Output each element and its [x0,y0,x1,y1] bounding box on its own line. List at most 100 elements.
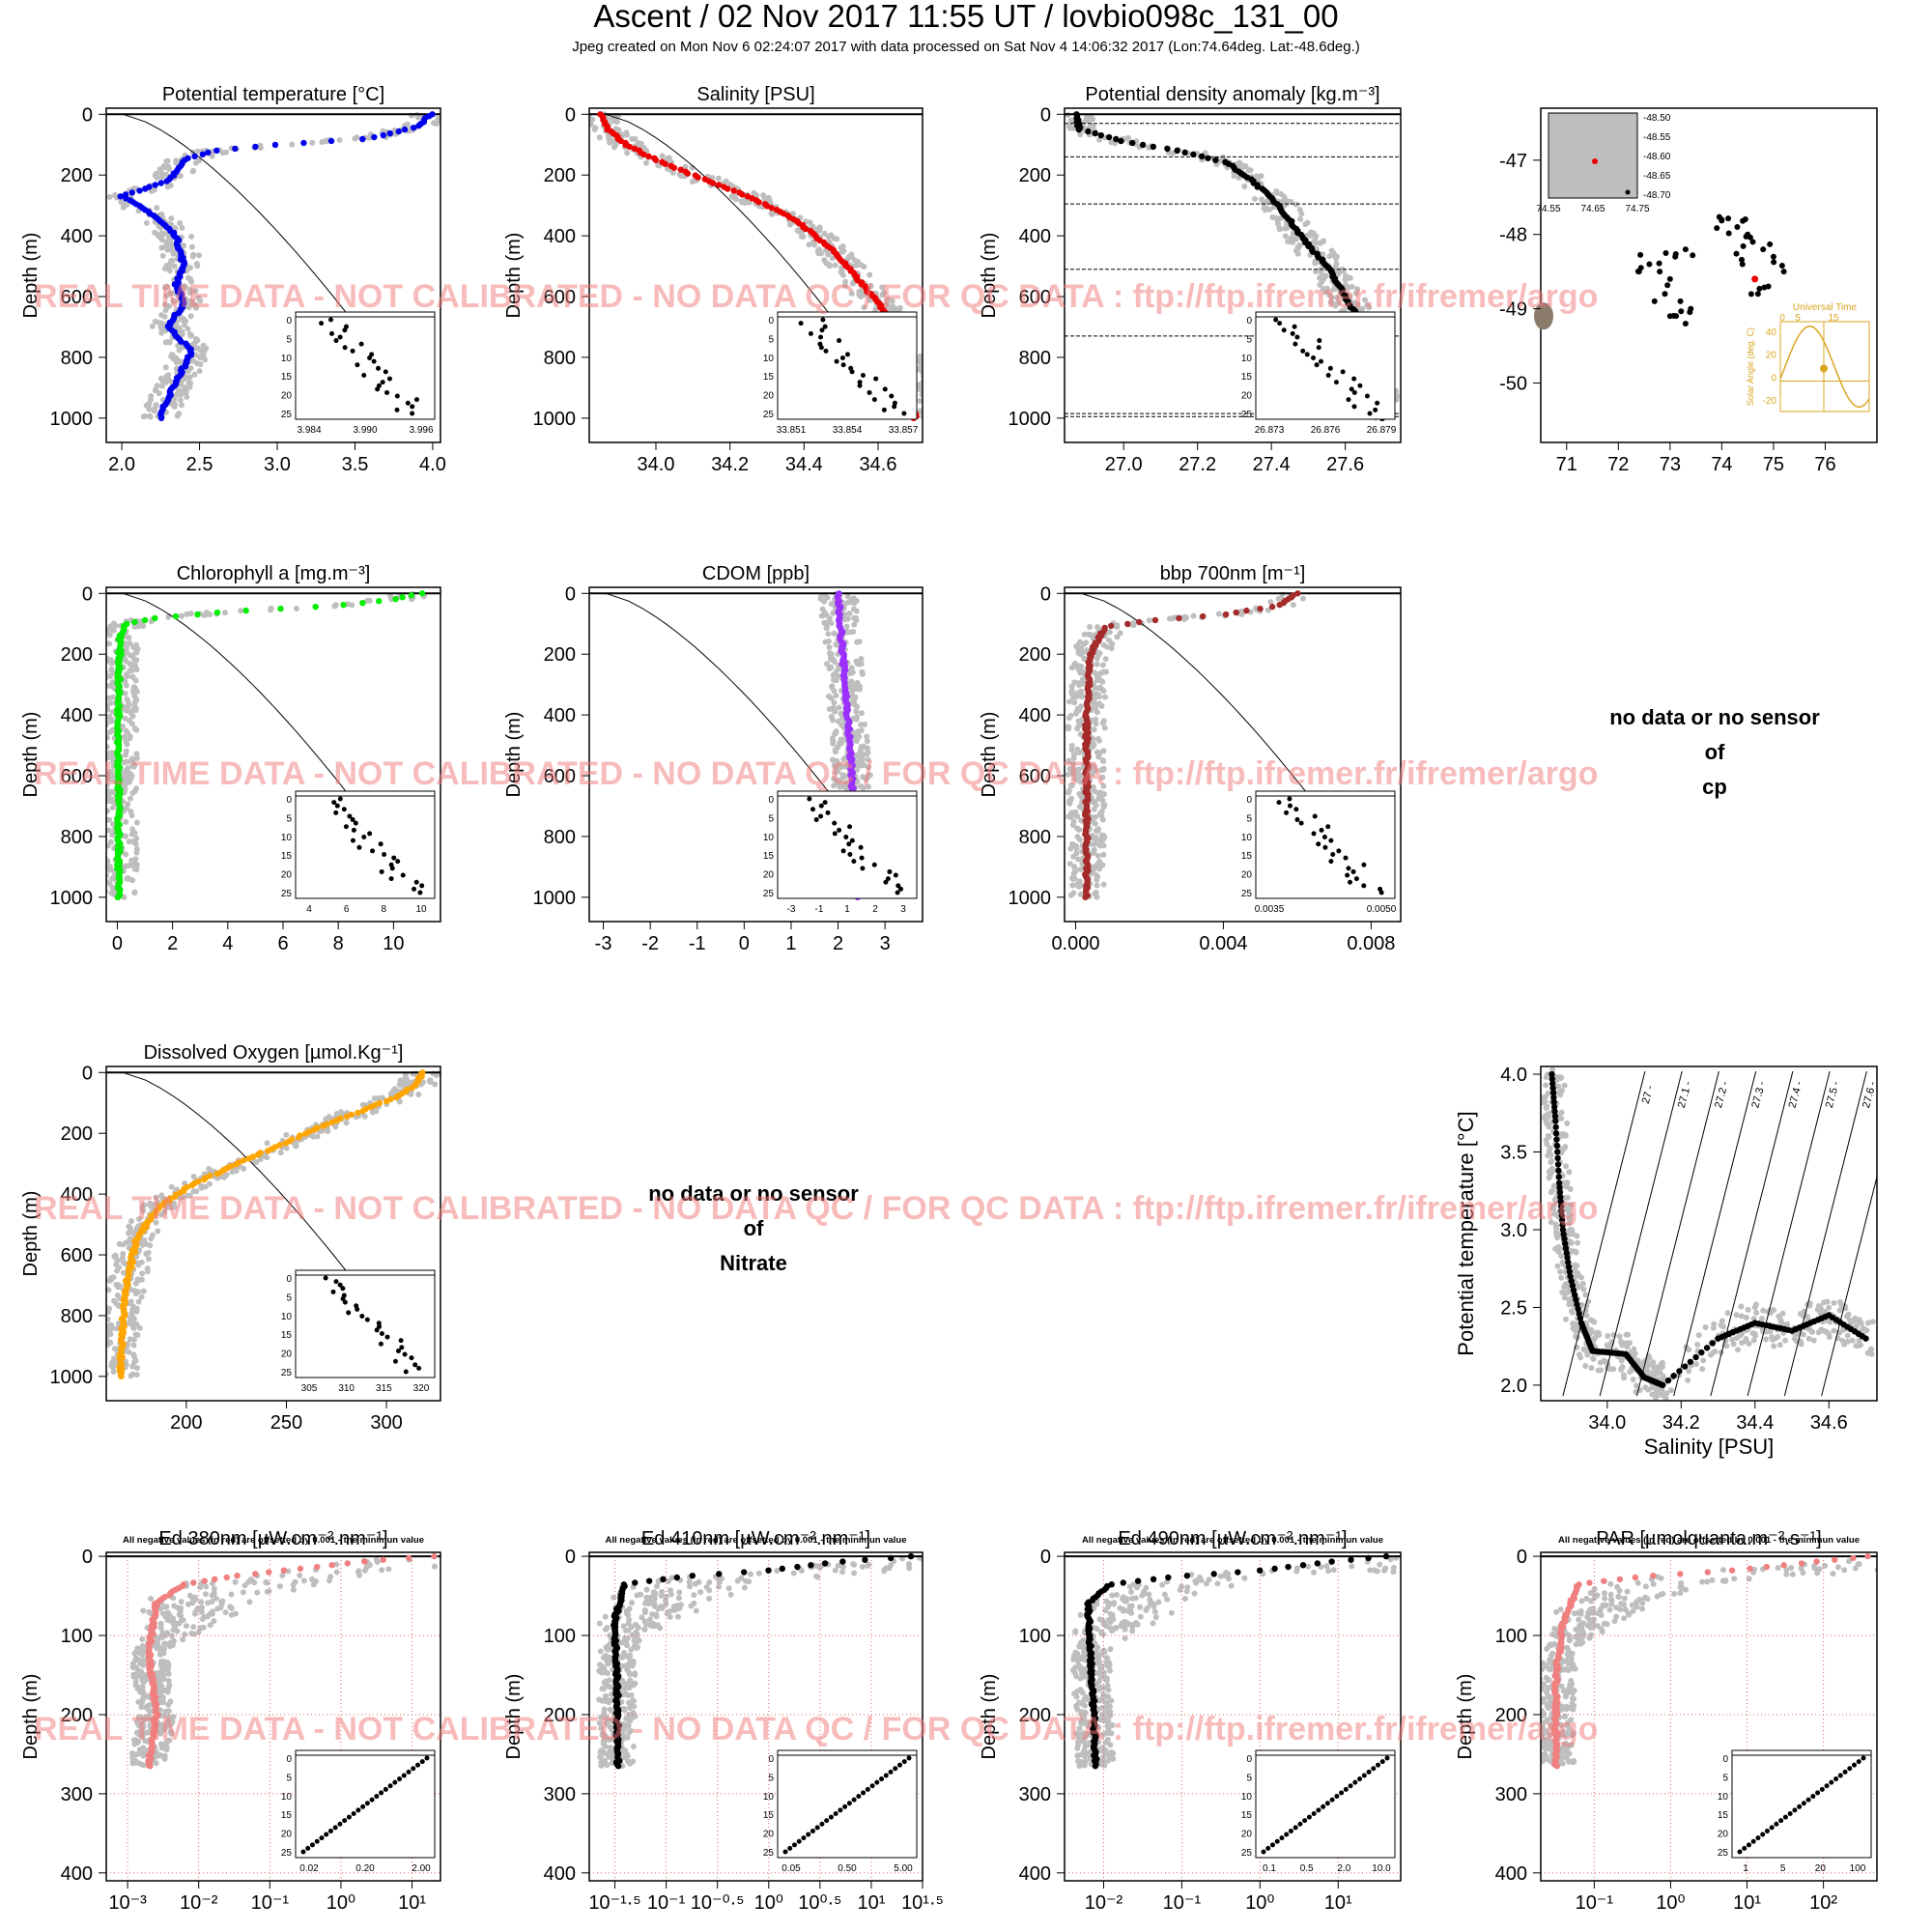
sal-inset-point [819,327,825,333]
oxy-background-point [130,1316,137,1322]
chla-background-point [133,667,140,673]
sal-profile-point [684,170,692,177]
chla-inset-point [395,859,401,865]
temp-profile-point [205,149,212,156]
ts-background-point [1738,1303,1745,1310]
cdom-inset-y-label: 20 [763,870,775,881]
map-zoom-x-label: 74.75 [1625,204,1649,214]
oxy-background-point [129,1306,136,1313]
bbp-inset-x-label: 0.0035 [1255,904,1285,915]
ts-background-point [1837,1298,1844,1305]
bbp-inset-point [1319,827,1324,833]
oxy-background-point [126,1230,132,1236]
chla-background-point [99,825,104,831]
temp-inset-point [358,341,364,347]
temp-background-point [167,237,174,243]
temp-inset-x-label: 3.990 [353,425,377,436]
bbp-background-point [1068,782,1075,789]
temp-inset-frame [295,311,436,420]
cdom-inset-point [847,824,853,830]
bbp-y-tick-label: 0 [1040,583,1051,605]
sal-background-point [596,134,603,141]
dens-background-point [1067,123,1074,129]
sal-profile-point [645,153,652,160]
sal-inset-x-label: 33.851 [777,425,807,436]
chla-background-point [100,769,106,775]
map-track-point [1740,242,1747,249]
cdom-background-point [830,610,837,616]
chla-x-tick-label: 8 [333,933,344,954]
sal-y-tick-label: 1000 [533,409,577,430]
bbp-inset-point [1287,803,1293,809]
chla-background-point [106,744,110,751]
oxy-background-point [113,1262,120,1268]
cdom-background-point [854,679,861,686]
dens-background-point [1282,233,1289,240]
bbp-background-point [1069,882,1076,889]
temp-inset-y-label: 5 [286,334,292,345]
chla-background-point [178,612,185,619]
bbp-profile-point [1082,894,1089,901]
bbp-background-point [1092,820,1098,827]
temp-inset-point [337,334,343,340]
temp-y-tick-label: 600 [61,287,93,308]
bbp-inset-point [1345,872,1350,878]
sal-x-tick-label: 34.4 [785,454,823,475]
bbp-profile-point [1199,612,1207,620]
chla-background-point [99,719,104,724]
cdom-inset-point [846,841,852,847]
dens-background-point [1349,283,1355,290]
cdom-background-point [845,611,852,617]
chla-y-tick-label: 600 [61,766,93,787]
cdom-inset-point [883,879,889,885]
sal-background-point [832,262,838,269]
chla-background-point [128,795,134,802]
dens-profile-point [1254,184,1261,190]
oxy-title: Dissolved Oxygen [µmol.Kg⁻¹] [144,1042,404,1064]
sal-y-tick-label: 600 [544,287,576,308]
chla-background-point [98,807,103,812]
chla-background-point [125,801,131,808]
chla-x-tick-label: 10 [383,933,404,954]
bbp-background-point [1094,873,1101,880]
oxy-background-point [361,1113,368,1120]
chla-inset-frame [295,790,436,899]
dens-background-point [1339,266,1346,272]
bbp-y-tick-label: 800 [1019,827,1051,848]
bbp-background-point [1098,702,1105,709]
temp-background-point [153,386,159,393]
dens-background-point [1236,162,1242,169]
sal-inset-point [901,411,907,416]
sal-inset-point [860,372,866,378]
sal-background-point [611,118,617,125]
temp-background-point [170,298,177,305]
dens-profile-point [1150,143,1157,151]
sal-background-point [924,385,930,391]
bbp-background-point [1169,615,1176,622]
sal-background-point [624,150,631,156]
temp-background-point [197,355,204,361]
sal-background-point [589,121,594,128]
sal-background-point [769,211,776,217]
bbp-background-point [1094,661,1100,668]
chla-background-point [126,862,132,868]
temp-inset-x-label: 3.996 [409,425,433,436]
temp-background-point [190,167,197,174]
cdom-background-point [859,668,866,675]
chla-background-point [134,645,141,652]
chla-background-point [106,640,113,647]
dens-background-point [1290,236,1296,242]
chla-background-point [99,737,105,743]
temp-background-point [152,318,158,325]
sal-profile-point [677,166,684,173]
temp-profile-point [157,414,165,422]
bbp-background-point [1065,757,1072,764]
cdom-background-point [843,623,850,630]
bbp-background-point [1072,775,1079,781]
oxy-background-point [158,1211,165,1218]
bbp-background-point [1065,724,1072,730]
dens-inset-point [1293,341,1298,347]
cdom-inset-point [860,866,866,871]
dens-profile-point [1212,156,1219,163]
ts-background-point [1771,1343,1777,1350]
